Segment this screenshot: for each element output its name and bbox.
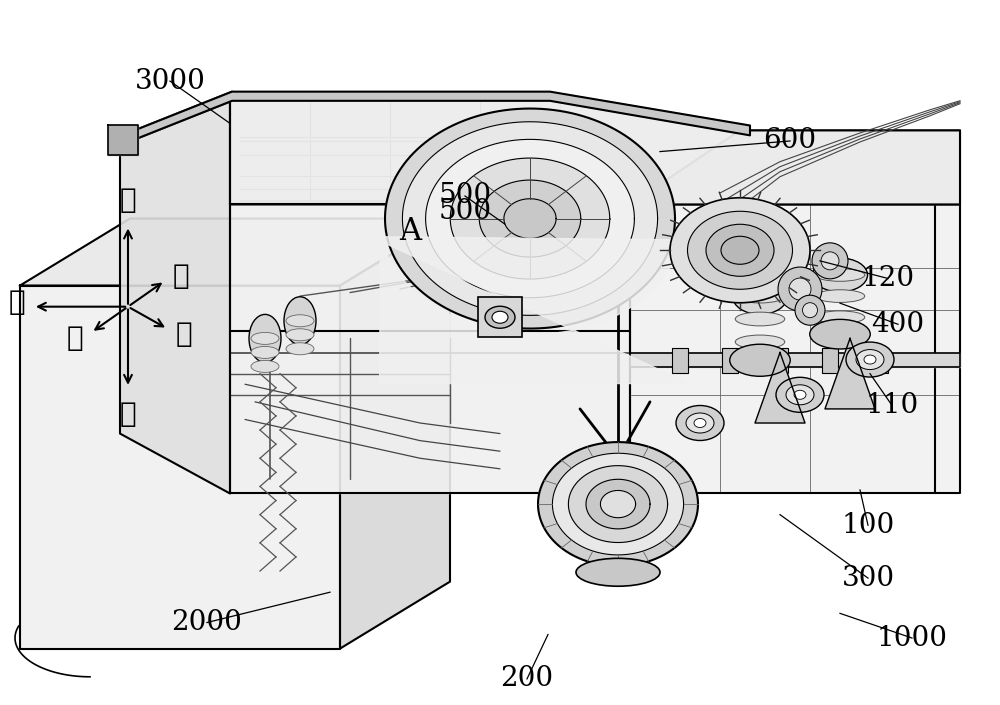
Circle shape xyxy=(795,295,825,325)
Polygon shape xyxy=(504,199,556,238)
Text: 上: 上 xyxy=(120,185,136,214)
Text: 3000: 3000 xyxy=(135,68,205,94)
Polygon shape xyxy=(586,479,650,529)
Polygon shape xyxy=(825,338,875,409)
Ellipse shape xyxy=(776,377,824,412)
Ellipse shape xyxy=(582,561,654,577)
Ellipse shape xyxy=(670,198,810,302)
Ellipse shape xyxy=(735,289,785,303)
Circle shape xyxy=(821,252,839,270)
Text: 400: 400 xyxy=(871,311,925,338)
Ellipse shape xyxy=(730,344,790,376)
Ellipse shape xyxy=(686,413,714,433)
Ellipse shape xyxy=(815,269,865,281)
Polygon shape xyxy=(122,92,750,145)
Text: 120: 120 xyxy=(861,265,915,292)
Text: A: A xyxy=(399,216,421,247)
Circle shape xyxy=(812,243,848,279)
Ellipse shape xyxy=(812,258,868,292)
Ellipse shape xyxy=(249,314,281,362)
Text: 后: 后 xyxy=(173,262,189,290)
Text: 500: 500 xyxy=(438,198,492,225)
Ellipse shape xyxy=(251,360,279,372)
Polygon shape xyxy=(340,219,450,649)
Ellipse shape xyxy=(576,558,660,587)
Ellipse shape xyxy=(284,297,316,345)
Ellipse shape xyxy=(286,329,314,341)
Circle shape xyxy=(789,278,811,300)
Text: 左: 左 xyxy=(8,288,25,316)
Polygon shape xyxy=(402,122,658,315)
Text: 300: 300 xyxy=(841,565,895,591)
Ellipse shape xyxy=(732,278,788,314)
Polygon shape xyxy=(20,286,340,649)
Polygon shape xyxy=(755,352,805,423)
Ellipse shape xyxy=(251,332,279,345)
Bar xyxy=(822,348,838,372)
Ellipse shape xyxy=(706,224,774,276)
Circle shape xyxy=(778,267,822,311)
Ellipse shape xyxy=(676,405,724,441)
Ellipse shape xyxy=(815,290,865,302)
Polygon shape xyxy=(20,219,450,286)
Polygon shape xyxy=(385,109,675,329)
Polygon shape xyxy=(450,158,610,279)
Polygon shape xyxy=(230,95,960,204)
Polygon shape xyxy=(538,442,698,566)
Text: 1000: 1000 xyxy=(876,625,948,651)
Bar xyxy=(672,348,688,372)
Polygon shape xyxy=(426,140,634,298)
Polygon shape xyxy=(568,465,668,543)
Text: 110: 110 xyxy=(865,392,919,419)
Text: 右: 右 xyxy=(176,320,192,348)
Bar xyxy=(478,298,522,337)
Bar xyxy=(722,348,738,372)
Polygon shape xyxy=(630,204,960,493)
Ellipse shape xyxy=(721,236,759,264)
Ellipse shape xyxy=(794,391,806,399)
Ellipse shape xyxy=(286,343,314,355)
Ellipse shape xyxy=(846,342,894,377)
Polygon shape xyxy=(230,204,630,493)
Ellipse shape xyxy=(485,306,515,329)
Bar xyxy=(872,348,888,372)
Text: 下: 下 xyxy=(120,400,136,428)
Ellipse shape xyxy=(251,346,279,358)
Polygon shape xyxy=(600,491,636,517)
Ellipse shape xyxy=(688,212,792,289)
Text: 600: 600 xyxy=(763,128,817,154)
Ellipse shape xyxy=(786,385,814,405)
Polygon shape xyxy=(108,125,138,155)
Polygon shape xyxy=(630,352,960,367)
Polygon shape xyxy=(479,180,581,257)
Circle shape xyxy=(802,302,818,318)
Polygon shape xyxy=(370,237,690,384)
Ellipse shape xyxy=(864,355,876,364)
Polygon shape xyxy=(120,95,230,494)
Ellipse shape xyxy=(735,335,785,349)
Text: 前: 前 xyxy=(67,324,83,352)
Text: 200: 200 xyxy=(500,666,554,692)
Bar xyxy=(772,348,788,372)
Ellipse shape xyxy=(856,350,884,369)
Ellipse shape xyxy=(492,311,508,324)
Text: 2000: 2000 xyxy=(172,609,242,636)
Ellipse shape xyxy=(735,312,785,326)
Polygon shape xyxy=(552,453,684,555)
Ellipse shape xyxy=(286,314,314,327)
Polygon shape xyxy=(630,130,960,204)
Ellipse shape xyxy=(810,319,870,349)
Text: 500: 500 xyxy=(438,183,492,209)
Text: 100: 100 xyxy=(841,512,895,539)
Ellipse shape xyxy=(815,311,865,324)
Ellipse shape xyxy=(694,419,706,427)
